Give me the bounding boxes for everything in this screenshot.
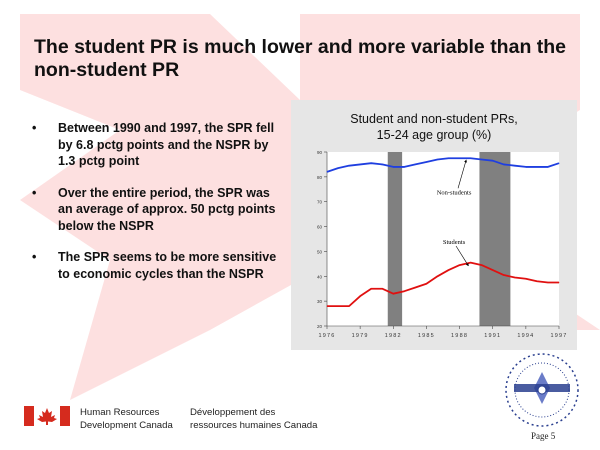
data-point	[426, 161, 427, 163]
footer-fr-line-1: Développement des	[190, 407, 276, 418]
data-point	[437, 275, 438, 277]
bullet-marker: •	[32, 185, 37, 200]
data-point	[337, 305, 339, 307]
chart-panel: Student and non-student PRs, 15-24 age g…	[291, 100, 577, 350]
footer-en-line-1: Human Resources	[80, 407, 160, 418]
x-tick-label: 1982	[385, 333, 402, 339]
footer-fr-line-2: ressources humaines Canada	[190, 420, 318, 431]
footer-french-name: Développement des ressources humaines Ca…	[190, 406, 317, 432]
y-tick-label: 20	[317, 324, 323, 329]
x-tick-label: 1988	[451, 333, 468, 339]
bullet-text: The SPR seems to be more sensitive to ec…	[58, 250, 277, 281]
y-tick-label: 70	[317, 200, 323, 205]
chart-annotations: Non-students Students	[437, 159, 472, 267]
data-point	[326, 171, 328, 173]
annotation-arrow	[455, 245, 469, 267]
data-point	[536, 166, 538, 168]
y-tick-label: 60	[317, 225, 323, 230]
data-point	[359, 164, 361, 165]
data-point	[381, 164, 383, 165]
data-point	[503, 164, 505, 165]
data-point	[525, 278, 527, 280]
anniversary-emblem-logo	[505, 353, 579, 427]
data-point	[492, 160, 494, 162]
data-point	[337, 167, 339, 169]
x-tick-label: 1997	[550, 333, 567, 339]
chart-title-line-1: Student and non-student PRs,	[350, 112, 517, 126]
bullet-item: • The SPR seems to be more sensitive to …	[30, 249, 280, 282]
data-point	[459, 264, 460, 266]
canada-flag-icon	[24, 406, 70, 426]
plot-area	[327, 152, 559, 326]
bullet-list: • Between 1990 and 1997, the SPR fell by…	[30, 120, 280, 297]
data-point	[437, 159, 438, 160]
data-point	[392, 166, 394, 168]
data-point	[481, 264, 483, 266]
y-tick-label: 40	[317, 274, 323, 279]
series-line-non-students	[326, 157, 560, 173]
data-point	[403, 166, 405, 168]
data-point	[492, 269, 494, 271]
x-tick-label: 1991	[484, 333, 501, 339]
bullet-text: Between 1990 and 1997, the SPR fell by 6…	[58, 121, 275, 168]
data-point	[558, 162, 560, 164]
data-point	[481, 159, 483, 160]
data-point	[558, 282, 560, 283]
bullet-marker: •	[32, 250, 37, 264]
data-point	[403, 290, 405, 292]
x-tick-label: 1994	[517, 333, 534, 339]
chart-title-line-2: 15-24 age group (%)	[377, 128, 492, 142]
footer-en-line-2: Development Canada	[80, 420, 173, 431]
y-tick-label: 80	[317, 175, 323, 180]
data-point	[470, 157, 472, 159]
recession-band	[479, 152, 511, 326]
x-tick-label: 1976	[318, 333, 335, 339]
recession-band	[387, 152, 403, 326]
data-point	[547, 166, 549, 168]
y-tick-label: 30	[317, 299, 323, 304]
bullet-item: • Over the entire period, the SPR was an…	[30, 185, 280, 235]
data-point	[370, 288, 372, 290]
page-number: Page 5	[531, 431, 556, 441]
series-line-students	[327, 261, 559, 308]
data-point	[525, 166, 527, 168]
data-point	[547, 282, 549, 283]
data-point	[470, 262, 472, 264]
data-point	[414, 287, 416, 288]
data-point	[514, 277, 516, 278]
annotation-arrow	[457, 159, 467, 189]
data-point	[426, 283, 427, 285]
data-point	[414, 164, 416, 165]
y-tick-label: 50	[317, 249, 323, 254]
data-point	[448, 269, 449, 271]
series-annotation: Students	[443, 239, 466, 246]
footer-english-name: Human Resources Development Canada	[80, 406, 173, 432]
data-point	[381, 288, 383, 290]
data-point	[359, 295, 361, 297]
data-point	[370, 162, 372, 164]
series-annotation: Non-students	[437, 189, 472, 196]
x-tick-label: 1985	[418, 333, 435, 339]
recession-bands	[387, 152, 511, 326]
data-point	[348, 305, 350, 307]
x-tick-label: 1979	[352, 333, 369, 339]
y-tick-label: 90	[317, 150, 323, 155]
data-point	[348, 165, 350, 167]
bullet-item: • Between 1990 and 1997, the SPR fell by…	[30, 120, 280, 170]
data-point	[448, 157, 449, 159]
data-point	[459, 157, 460, 159]
chart-axes: 20 30 40 50 60 70 80 90 1976 1979 1982 1985 1988 1991…	[317, 150, 567, 339]
data-point	[503, 274, 505, 276]
data-point	[326, 305, 328, 307]
bullet-text: Over the entire period, the SPR was an a…	[58, 185, 276, 233]
slide-title: The student PR is much lower and more va…	[34, 36, 567, 81]
bullet-marker: •	[32, 121, 37, 135]
data-point	[536, 280, 538, 282]
data-point	[392, 293, 394, 295]
data-point	[514, 165, 516, 167]
chart-series	[326, 157, 560, 308]
